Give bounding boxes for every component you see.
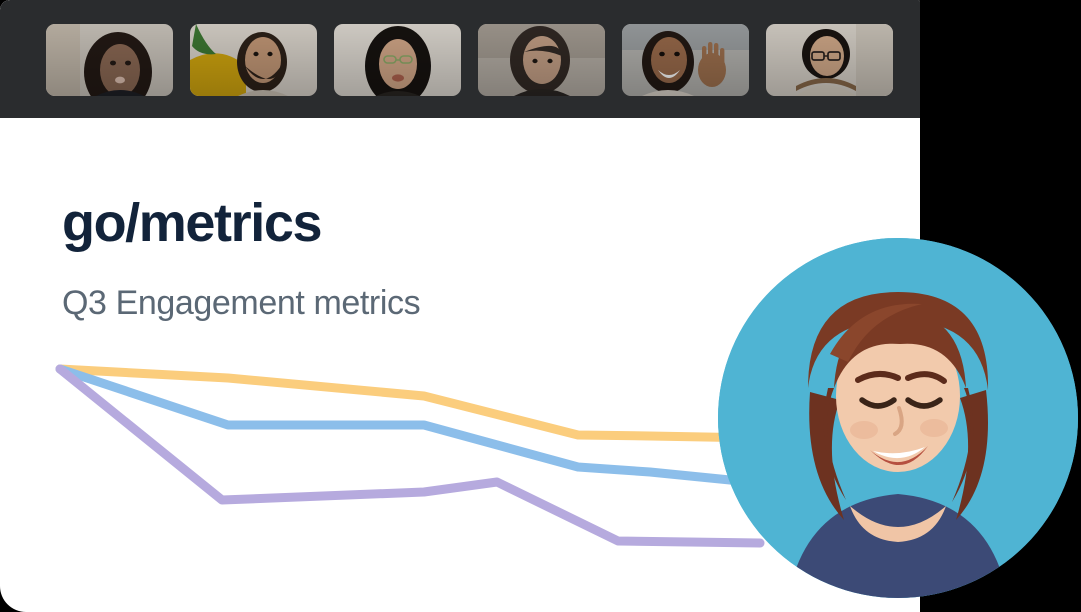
page-title: go/metrics (62, 193, 322, 253)
participant-tile-2[interactable] (190, 24, 317, 96)
participant-tile-3[interactable] (334, 24, 461, 106)
participant-filmstrip (0, 0, 920, 118)
participant-tile-4[interactable] (478, 24, 605, 96)
participant-tile-5[interactable] (622, 24, 749, 96)
participant-tile-1[interactable] (46, 24, 173, 112)
participant-tile-6[interactable] (766, 24, 893, 96)
chart-line-yellow (55, 364, 765, 443)
meeting-panel: go/metrics Q3 Engagement metrics (0, 0, 920, 612)
filmstrip-tiles (46, 24, 893, 112)
engagement-line-chart (55, 364, 765, 548)
presenter-video-bubble[interactable] (718, 238, 1078, 598)
presenter-avatar (788, 292, 1008, 598)
chart-line-purple (55, 364, 765, 548)
chart-line-blue (55, 364, 765, 488)
page-subtitle: Q3 Engagement metrics (62, 284, 421, 322)
